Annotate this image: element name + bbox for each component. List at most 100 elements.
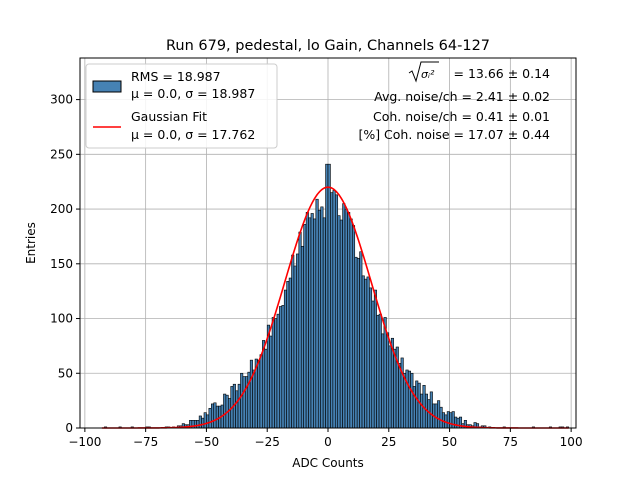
histogram-bar xyxy=(434,403,438,429)
histogram-bar xyxy=(240,372,244,429)
histogram-bar xyxy=(252,369,256,429)
y-tick-label: 300 xyxy=(50,93,73,107)
histogram-bar xyxy=(381,333,385,429)
histogram-bar xyxy=(446,411,450,429)
histogram-bar xyxy=(303,224,307,429)
histogram-bar xyxy=(378,313,382,429)
histogram-bar xyxy=(407,370,411,429)
histogram-bar xyxy=(347,212,351,429)
y-tick-label: 50 xyxy=(58,366,73,380)
x-tick-label: −25 xyxy=(255,435,280,449)
legend-histogram-name: RMS = 18.987 xyxy=(131,69,221,84)
y-axis-label: Entries xyxy=(24,222,38,264)
histogram-bar xyxy=(262,340,266,429)
histogram-bar xyxy=(371,300,375,429)
histogram-bar xyxy=(400,357,404,429)
annotation-variance: = 13.66 ± 0.14 xyxy=(454,66,551,81)
y-tick-label: 200 xyxy=(50,202,73,216)
histogram-bar xyxy=(279,306,283,429)
legend-box xyxy=(85,63,278,149)
histogram-bar xyxy=(415,380,419,429)
histogram-bar xyxy=(388,345,392,429)
histogram-bar xyxy=(266,324,270,429)
histogram-bar xyxy=(356,258,360,429)
histogram-bar xyxy=(364,278,368,429)
histogram-bar xyxy=(327,163,331,429)
x-axis-ticks: −100 −75 −50 −25 0 25 50 75 100 xyxy=(68,428,583,449)
histogram-bar xyxy=(203,412,207,429)
histogram-bar xyxy=(386,332,390,429)
histogram-bar xyxy=(354,256,358,429)
histogram-bar xyxy=(410,372,414,429)
histogram-bar xyxy=(264,348,268,429)
y-tick-label: 0 xyxy=(65,421,73,435)
histogram-bar xyxy=(420,393,424,429)
y-tick-label: 150 xyxy=(50,257,73,271)
histogram-bar xyxy=(196,420,200,429)
histogram-bar xyxy=(201,417,205,429)
histogram-bar xyxy=(451,411,455,429)
histogram-bar xyxy=(313,218,317,429)
histogram-bar xyxy=(249,359,253,429)
histogram-bar xyxy=(223,393,227,429)
histogram-bar xyxy=(429,391,433,429)
histogram-bar xyxy=(439,406,443,429)
y-tick-label: 250 xyxy=(50,147,73,161)
histogram-bar xyxy=(242,376,246,429)
histogram-bar xyxy=(208,407,212,429)
histogram-bar xyxy=(283,289,287,429)
histogram-bar xyxy=(213,402,217,429)
histogram-bar xyxy=(317,209,322,429)
histogram-bar xyxy=(286,281,290,429)
histogram-bar xyxy=(271,317,275,429)
histogram-bar xyxy=(237,383,241,429)
histogram-bar xyxy=(342,203,346,429)
histogram-bar xyxy=(259,354,263,429)
y-axis-ticks: 0 50 100 150 200 250 300 xyxy=(50,93,80,435)
annotation-variance-symbol: σᵢ² xyxy=(421,68,435,81)
legend-histogram-swatch xyxy=(92,80,122,93)
histogram-bar xyxy=(206,414,210,429)
x-tick-label: 50 xyxy=(442,435,457,449)
sqrt-radical-icon xyxy=(408,61,439,83)
y-tick-label: 100 xyxy=(50,312,73,326)
histogram-bar xyxy=(269,335,273,429)
histogram-bar xyxy=(339,219,343,429)
histogram-bar xyxy=(361,275,365,429)
histogram-bar xyxy=(376,314,380,429)
histogram-bar xyxy=(449,412,453,429)
histogram-bar xyxy=(405,369,409,429)
histogram-bar xyxy=(393,348,397,429)
x-tick-label: 0 xyxy=(324,435,332,449)
annotation-avg-noise: Avg. noise/ch = 2.41 ± 0.02 xyxy=(374,89,550,104)
histogram-bar xyxy=(193,420,198,429)
histogram-bar xyxy=(293,265,297,429)
annotation-coh-noise: Coh. noise/ch = 0.41 ± 0.01 xyxy=(373,109,550,124)
x-tick-label: −75 xyxy=(133,435,158,449)
histogram-bar xyxy=(235,390,239,429)
histogram-bar xyxy=(332,190,336,429)
legend-histogram-stats: μ = 0.0, σ = 18.987 xyxy=(131,86,255,101)
histogram-bar xyxy=(228,398,232,429)
histogram-bar xyxy=(369,287,373,429)
histogram-bar xyxy=(325,163,329,429)
histogram-bar xyxy=(315,198,319,429)
histogram-bar xyxy=(310,213,314,429)
histogram-bar xyxy=(454,416,458,429)
histogram-bar xyxy=(344,208,348,429)
x-tick-label: 75 xyxy=(503,435,518,449)
histogram-bar xyxy=(417,382,421,429)
histogram-bar xyxy=(281,305,285,429)
histogram-bar xyxy=(288,277,292,429)
annotations: σᵢ² = 13.66 ± 0.14 Avg. noise/ch = 2.41 … xyxy=(358,61,551,142)
histogram-bar xyxy=(366,276,370,429)
histogram-bar xyxy=(300,245,304,429)
chart-title: Run 679, pedestal, lo Gain, Channels 64-… xyxy=(166,38,490,54)
x-tick-label: 25 xyxy=(381,435,396,449)
histogram-bar xyxy=(320,206,324,429)
histogram-bar xyxy=(398,363,402,429)
annotation-coh-noise-percent: [%] Coh. noise = 17.07 ± 0.44 xyxy=(358,127,550,142)
histogram-bar xyxy=(308,217,312,429)
legend: RMS = 18.987 μ = 0.0, σ = 18.987 Gaussia… xyxy=(85,63,278,149)
legend-fit-name: Gaussian Fit xyxy=(131,109,207,124)
